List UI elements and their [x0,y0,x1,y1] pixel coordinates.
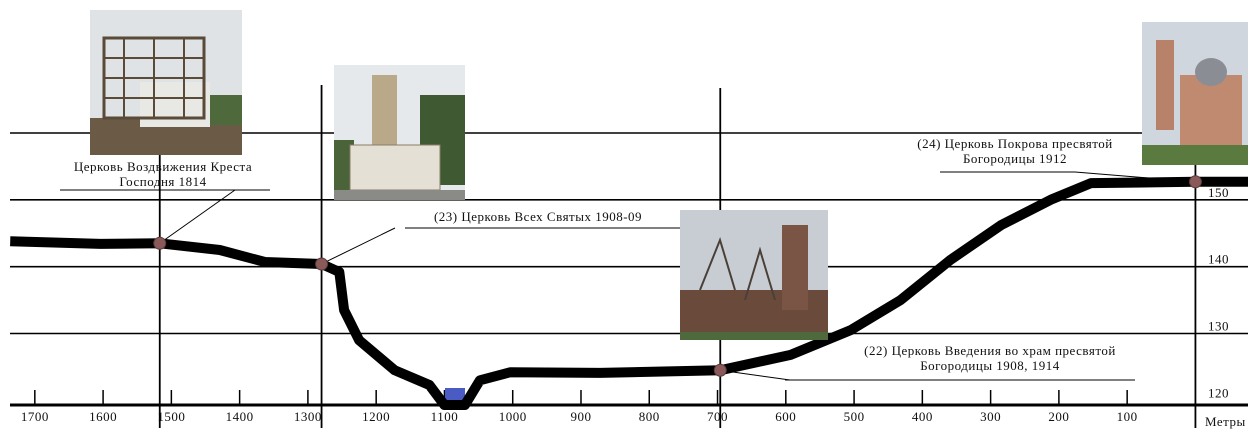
church-marker [1188,175,1202,189]
church-marker [315,257,329,271]
x-tick-label: 1400 [226,409,254,424]
church-marker [713,363,727,377]
y-tick-label: 150 [1208,185,1229,200]
x-tick-label: 1100 [431,409,459,424]
annotation-text: (23) Церковь Всех Святых 1908-09 [434,209,642,224]
photo [90,10,242,155]
labels: 120 130 140 150 1700 1600 1500 1400 1300 1200 1100… [21,136,1246,429]
y-tick-label: 130 [1208,318,1229,333]
x-tick-label: 600 [775,409,796,424]
x-tick-label: 300 [980,409,1001,424]
lines [10,176,1248,410]
annotation-text: (24) Церковь Покрова пресвятой [917,136,1112,151]
x-tick-label: 400 [912,409,933,424]
x-tick-label: 1500 [157,409,185,424]
x-tick-label: 1200 [362,409,390,424]
leader-line [321,227,396,265]
photo [334,65,465,200]
x-tick-label: 1700 [21,409,49,424]
x-tick-label: 1000 [499,409,527,424]
church-marker [153,236,167,250]
annotation-text: (22) Церковь Введения во храм пресвятой [864,343,1116,358]
x-tick-label: 800 [639,409,660,424]
leader-line [159,189,236,244]
x-tick-label: 200 [1048,409,1069,424]
y-tick-label: 140 [1208,252,1229,267]
x-tick-label: 500 [844,409,865,424]
y-tick-label: 120 [1208,385,1229,400]
annotation-text: Богородицы 1912 [963,151,1067,166]
x-tick-label: 900 [570,409,591,424]
x-tick-label: 1300 [294,409,322,424]
photo [1142,22,1248,165]
x-axis-label: Метры [1205,414,1246,429]
photo [680,210,828,340]
annotation-text: Церковь Воздвижения Креста [74,159,252,174]
annotation-text: Богородицы 1908, 1914 [920,358,1060,373]
x-tick-label: 700 [707,409,728,424]
x-tick-label: 100 [1117,409,1138,424]
x-tick-label: 1600 [89,409,117,424]
annotation-text: Господня 1814 [119,174,206,189]
photos [90,10,1248,340]
leader-line [1074,171,1196,183]
leader-line [720,369,791,381]
profile-line [10,176,1248,410]
